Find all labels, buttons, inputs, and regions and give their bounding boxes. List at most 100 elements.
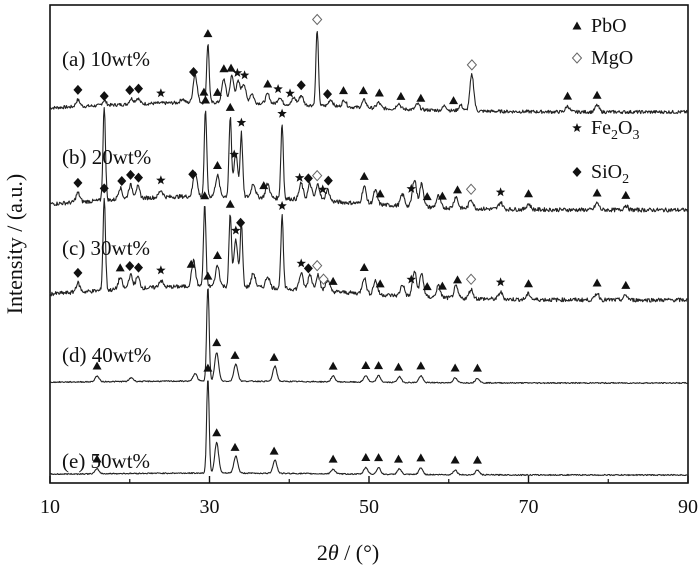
marker-3-10	[450, 363, 460, 372]
trace-4	[49, 380, 688, 477]
marker-2-2	[225, 199, 235, 208]
curve-label-0: (a) 10wt%	[62, 47, 150, 71]
marker-2-9	[156, 265, 166, 275]
legend-marker-1	[571, 52, 583, 64]
marker-3-3	[230, 350, 240, 359]
marker-1-25	[465, 183, 477, 196]
marker-2-3	[236, 217, 246, 228]
marker-3-9	[416, 361, 426, 370]
marker-2-22	[437, 281, 447, 290]
marker-1-9	[156, 175, 166, 185]
marker-2-28	[621, 280, 631, 289]
curve-label-3: (d) 40wt%	[62, 343, 151, 367]
marker-1-28	[592, 188, 602, 197]
trace-0	[49, 30, 689, 115]
marker-4-0	[92, 454, 102, 463]
marker-1-11	[212, 161, 222, 170]
marker-0-7	[239, 70, 250, 80]
marker-4-7	[374, 453, 384, 462]
marker-0-26	[212, 87, 222, 96]
x-tick-label-1: 30	[200, 496, 220, 518]
marker-2-17	[328, 276, 338, 285]
x-tick-label-0: 10	[40, 496, 60, 518]
marker-2-26	[524, 279, 533, 288]
marker-0-12	[323, 89, 333, 100]
marker-0-20	[592, 90, 602, 99]
marker-0-25	[199, 87, 209, 96]
diffraction-traces	[49, 30, 689, 477]
marker-1-2	[225, 102, 235, 111]
marker-4-8	[394, 454, 404, 463]
marker-0-24	[156, 88, 166, 98]
marker-2-5	[73, 267, 83, 278]
marker-0-4	[219, 64, 229, 73]
legend-label-0: PbO	[591, 15, 627, 37]
trace-3	[49, 288, 689, 385]
x-tick-label-3: 70	[519, 496, 539, 518]
marker-0-5	[226, 63, 236, 72]
marker-2-7	[125, 261, 135, 272]
marker-3-1	[203, 271, 213, 280]
marker-4-11	[472, 455, 482, 464]
legend-label-1: MgO	[591, 47, 633, 69]
legend-label-2: Fe2O3	[591, 117, 639, 143]
marker-1-20	[375, 189, 385, 198]
marker-1-27	[524, 189, 533, 198]
marker-2-8	[134, 262, 144, 273]
marker-3-5	[328, 361, 338, 370]
marker-1-3	[236, 117, 247, 127]
marker-2-6	[115, 263, 125, 272]
marker-1-17	[318, 184, 328, 194]
trace-1	[49, 107, 689, 213]
marker-0-0	[203, 29, 213, 38]
x-tick-label-4: 90	[678, 496, 698, 518]
marker-2-11	[212, 251, 222, 260]
marker-1-0	[99, 91, 109, 102]
marker-1-23	[437, 191, 447, 200]
marker-0-14	[358, 86, 368, 95]
marker-0-17	[416, 93, 426, 102]
marker-4-3	[230, 442, 240, 451]
marker-3-6	[361, 360, 371, 369]
marker-0-1	[311, 13, 323, 26]
marker-0-19	[563, 91, 573, 100]
marker-0-15	[374, 88, 384, 97]
marker-1-19	[359, 171, 369, 180]
marker-0-3	[189, 67, 199, 78]
marker-0-2	[466, 59, 478, 71]
marker-1-1	[201, 95, 211, 104]
marker-1-4	[277, 108, 287, 118]
legend-marker-3	[572, 167, 582, 177]
marker-2-24	[465, 273, 477, 286]
marker-4-6	[361, 452, 371, 461]
marker-0-13	[338, 86, 348, 95]
x-axis-title: 2θ / (°)	[317, 540, 379, 565]
marker-1-10	[188, 169, 198, 180]
marker-0-10	[285, 88, 295, 98]
y-axis-title: Intensity / (a.u.)	[2, 174, 27, 315]
marker-0-22	[125, 85, 135, 96]
marker-2-14	[303, 263, 313, 274]
curve-label-2: (c) 30wt%	[62, 236, 150, 260]
marker-0-8	[263, 79, 273, 88]
marker-4-10	[450, 455, 460, 464]
marker-2-19	[375, 279, 385, 288]
marker-2-25	[495, 277, 506, 287]
marker-3-8	[394, 362, 404, 371]
marker-2-4	[277, 200, 287, 210]
marker-2-20	[406, 274, 416, 284]
marker-1-13	[259, 181, 269, 190]
legend: PbO MgO Fe2O3 SiO2	[571, 15, 639, 187]
marker-4-5	[328, 454, 338, 463]
curve-label-1: (b) 20wt%	[62, 145, 151, 169]
marker-2-10	[186, 259, 196, 268]
marker-0-23	[134, 83, 144, 94]
marker-1-7	[126, 169, 136, 180]
marker-1-14	[294, 172, 305, 182]
marker-0-16	[396, 91, 406, 100]
marker-2-15	[311, 259, 323, 272]
marker-4-4	[269, 446, 279, 455]
marker-1-5	[73, 177, 83, 188]
marker-1-16	[311, 169, 323, 182]
